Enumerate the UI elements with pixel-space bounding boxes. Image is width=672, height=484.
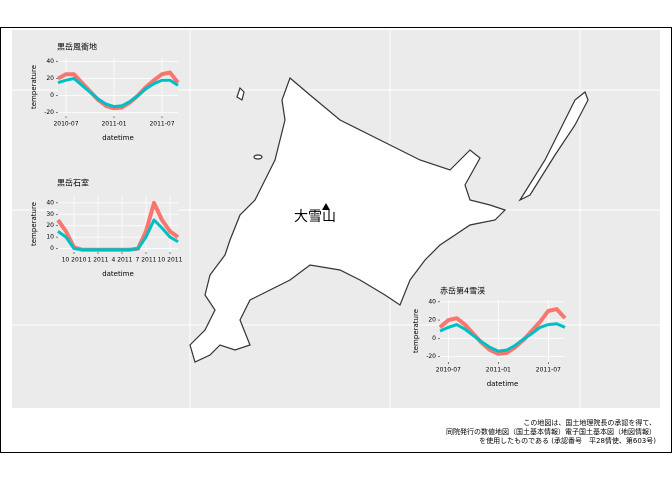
series-line (57, 70, 180, 111)
x-tick-label: 10 2011 (158, 257, 183, 264)
y-axis-label: temperature (30, 202, 38, 246)
credit-line: 同院発行の数値地図（国土基本情報）電子国土基本図（地図情報） (446, 427, 656, 436)
x-axis-label: datetime (102, 134, 134, 142)
hokkaido (189, 76, 589, 363)
y-axis-label: temperature (30, 65, 38, 109)
x-axis-label: datetime (102, 270, 134, 278)
series-line (57, 218, 179, 252)
y-tick-label: 0 (50, 92, 54, 99)
y-tick-label: 20 (46, 222, 54, 229)
x-tick-label: 2011-07 (536, 367, 561, 374)
x-tick-label: 1 2011 (88, 257, 109, 264)
y-tick-label: -20 (426, 353, 436, 360)
y-tick-label: 30 (46, 211, 54, 218)
x-tick-label: 2011-01 (101, 121, 126, 128)
x-tick-label: 2010-07 (436, 367, 461, 374)
y-tick-label: 0 (50, 245, 54, 252)
y-tick-label: 40 (428, 298, 436, 305)
x-tick-label: 4 2011 (112, 257, 133, 264)
x-tick-label: 10 2010 (62, 257, 87, 264)
y-tick-label: 40 (46, 58, 54, 65)
peak-marker (322, 203, 330, 210)
y-tick-label: 40 (46, 199, 54, 206)
y-tick-label: 10 (46, 234, 54, 241)
chart-title: 黒岳石室 (57, 178, 89, 188)
chart-title: 赤岳第4雪渓 (440, 286, 485, 296)
y-tick-label: 20 (46, 75, 54, 82)
x-tick-label: 7 2011 (136, 257, 157, 264)
y-tick-label: 0 (432, 335, 436, 342)
series-line (57, 77, 179, 109)
series-line (438, 307, 567, 356)
y-tick-label: 20 (428, 317, 436, 324)
x-tick-label: 2010-07 (53, 121, 78, 128)
y-tick-label: -20 (44, 109, 54, 116)
x-tick-label: 2011-01 (486, 367, 511, 374)
x-tick-label: 2011-07 (149, 121, 174, 128)
y-axis-label: temperature (412, 309, 420, 353)
map-label: 大雪山 (294, 209, 336, 225)
chart-title: 黒岳風衝地 (57, 42, 97, 52)
credit-line: を使用したものである (承認番号 平28情使、第603号) (479, 436, 656, 445)
x-axis-label: datetime (487, 380, 519, 388)
credit-line: この地図は、国土地理院長の承認を得て、 (523, 418, 656, 427)
series-line (439, 322, 566, 353)
